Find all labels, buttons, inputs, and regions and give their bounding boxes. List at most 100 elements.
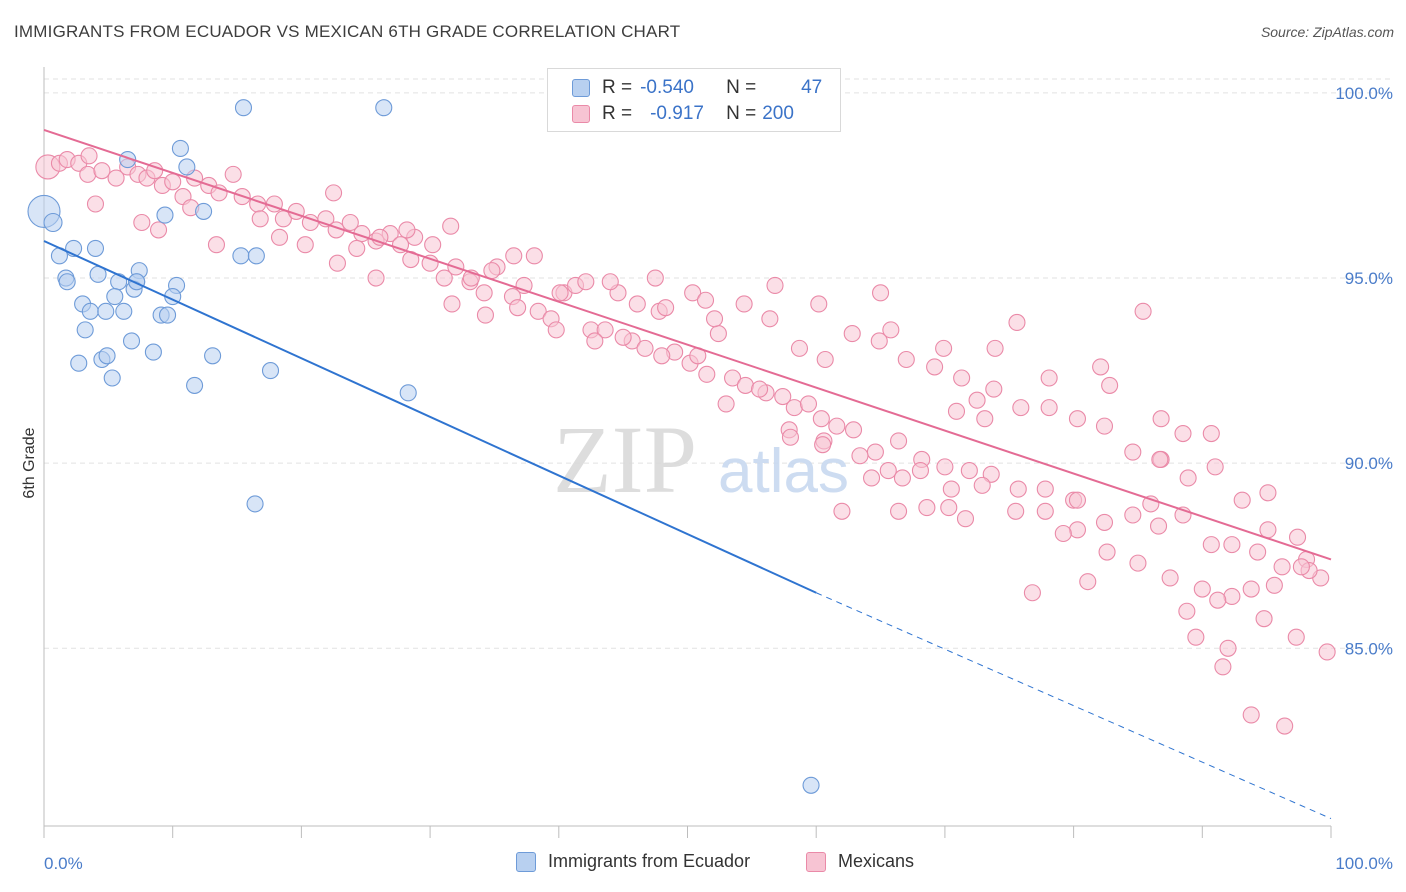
ecuador-point <box>115 302 133 320</box>
watermark-zip: ZIP <box>553 406 697 513</box>
ecuador-point <box>186 376 204 394</box>
bottom-legend-ecuador: Immigrants from Ecuador <box>516 851 750 872</box>
mexicans-point <box>1214 658 1232 676</box>
mexicans-point <box>646 269 664 287</box>
legend-r-value: -0.540 <box>640 77 694 98</box>
grid-lines <box>44 78 1391 649</box>
mexicans-point <box>1174 424 1192 443</box>
mexicans-point <box>424 236 442 254</box>
mexicans-point <box>1068 491 1087 509</box>
ecuador-point <box>81 302 99 320</box>
mexicans-point <box>657 299 675 317</box>
mexicans-point <box>1068 521 1087 539</box>
legend-n-value: 47 <box>801 77 823 98</box>
x-tick-label-end: 100.0% <box>1335 854 1393 873</box>
mexicans-point <box>1292 558 1310 576</box>
mexicans-point <box>1178 602 1196 620</box>
mexicans-point <box>525 247 543 265</box>
mexicans-point <box>936 458 954 476</box>
mexicans-point <box>976 410 994 428</box>
mexicans-point <box>341 213 359 232</box>
mexicans-point <box>1054 524 1072 543</box>
legend: R = -0.540 N = 47 R = -0.917 N = 200 <box>547 68 841 132</box>
ecuador-point <box>98 347 116 365</box>
mexicans-point <box>1124 506 1142 524</box>
mexicans-point <box>79 165 97 183</box>
ecuador-point <box>122 332 141 350</box>
mexicans-point <box>816 350 834 369</box>
mexicans-point <box>1276 717 1294 735</box>
legend-n-label: N = <box>726 103 757 124</box>
regression-lines <box>43 128 1332 820</box>
mexicans-point <box>270 228 289 246</box>
mexicans-point <box>398 221 416 239</box>
mexicans-point <box>985 380 1003 398</box>
ecuador-point <box>97 302 115 320</box>
mexicans-point <box>207 236 226 254</box>
mexicans-point <box>1008 313 1026 332</box>
ecuador-point <box>171 139 189 158</box>
mexicans-point <box>435 269 453 287</box>
mexicans-point <box>1007 502 1025 520</box>
mexicans-point <box>766 276 784 294</box>
mexicans-point <box>968 391 986 409</box>
mexicans-point <box>953 369 971 387</box>
mexicans-point <box>1273 558 1291 576</box>
mexicans-point <box>509 299 527 317</box>
legend-row-mexicans: R = -0.917 N = 200 <box>572 102 806 126</box>
bottom-legend-swatch-mexicans <box>806 851 826 872</box>
mexicans-point <box>529 302 547 320</box>
mexicans-point <box>879 462 897 480</box>
mexicans-point <box>586 332 604 350</box>
watermark: ZIP atlas <box>553 406 849 513</box>
mexicans-point <box>628 295 646 313</box>
mexicans-point <box>790 339 809 357</box>
mexicans-point <box>942 480 960 498</box>
source-label: Source: ZipAtlas.com <box>1260 24 1394 40</box>
mexicans-point <box>1259 484 1277 502</box>
mexicans-point <box>870 332 888 350</box>
mexicans-point <box>483 262 501 280</box>
mexicans-point <box>1209 591 1227 609</box>
mexicans-point <box>761 310 779 328</box>
mexicans-trend-line <box>43 128 1332 561</box>
mexicans-point <box>1040 399 1058 417</box>
mexicans-point <box>1012 399 1030 417</box>
mexicans-point <box>1287 628 1305 646</box>
mexicans-point <box>862 469 881 487</box>
ecuador-point <box>204 347 222 365</box>
mexicans-point <box>935 339 953 357</box>
mexicans-point <box>596 321 614 339</box>
mexicans-point <box>709 325 727 343</box>
mexicans-point <box>684 284 702 302</box>
mexicans-point <box>1223 587 1241 605</box>
ecuador-point <box>261 362 280 380</box>
mexicans-point <box>982 465 1000 483</box>
ecuador-point <box>234 99 253 117</box>
mexicans-point <box>833 502 851 520</box>
chart-title: IMMIGRANTS FROM ECUADOR VS MEXICAN 6TH G… <box>14 22 681 41</box>
axes <box>43 67 1332 838</box>
mexicans-point <box>653 347 671 365</box>
ecuador-points <box>27 99 820 794</box>
mexicans-point <box>890 432 908 450</box>
ecuador-point <box>802 776 820 794</box>
ecuador-point <box>399 384 417 402</box>
mexicans-point <box>843 325 861 343</box>
ecuador-trend-line <box>43 240 817 594</box>
mexicans-point <box>614 328 632 346</box>
mexicans-point <box>551 284 569 302</box>
ecuador-point <box>106 288 124 306</box>
mexicans-point <box>224 165 242 183</box>
mexicans-point <box>1219 639 1237 657</box>
mexicans-point <box>391 236 410 254</box>
mexicans-point <box>751 380 769 398</box>
y-tick-label: 90.0% <box>1345 454 1393 473</box>
mexicans-point <box>735 295 753 313</box>
mexicans-point <box>577 273 595 291</box>
mexicans-point <box>1079 573 1097 591</box>
mexicans-point <box>1151 450 1169 469</box>
mexicans-point <box>328 254 346 272</box>
mexicans-point <box>1009 480 1027 498</box>
mexicans-point <box>911 462 929 480</box>
